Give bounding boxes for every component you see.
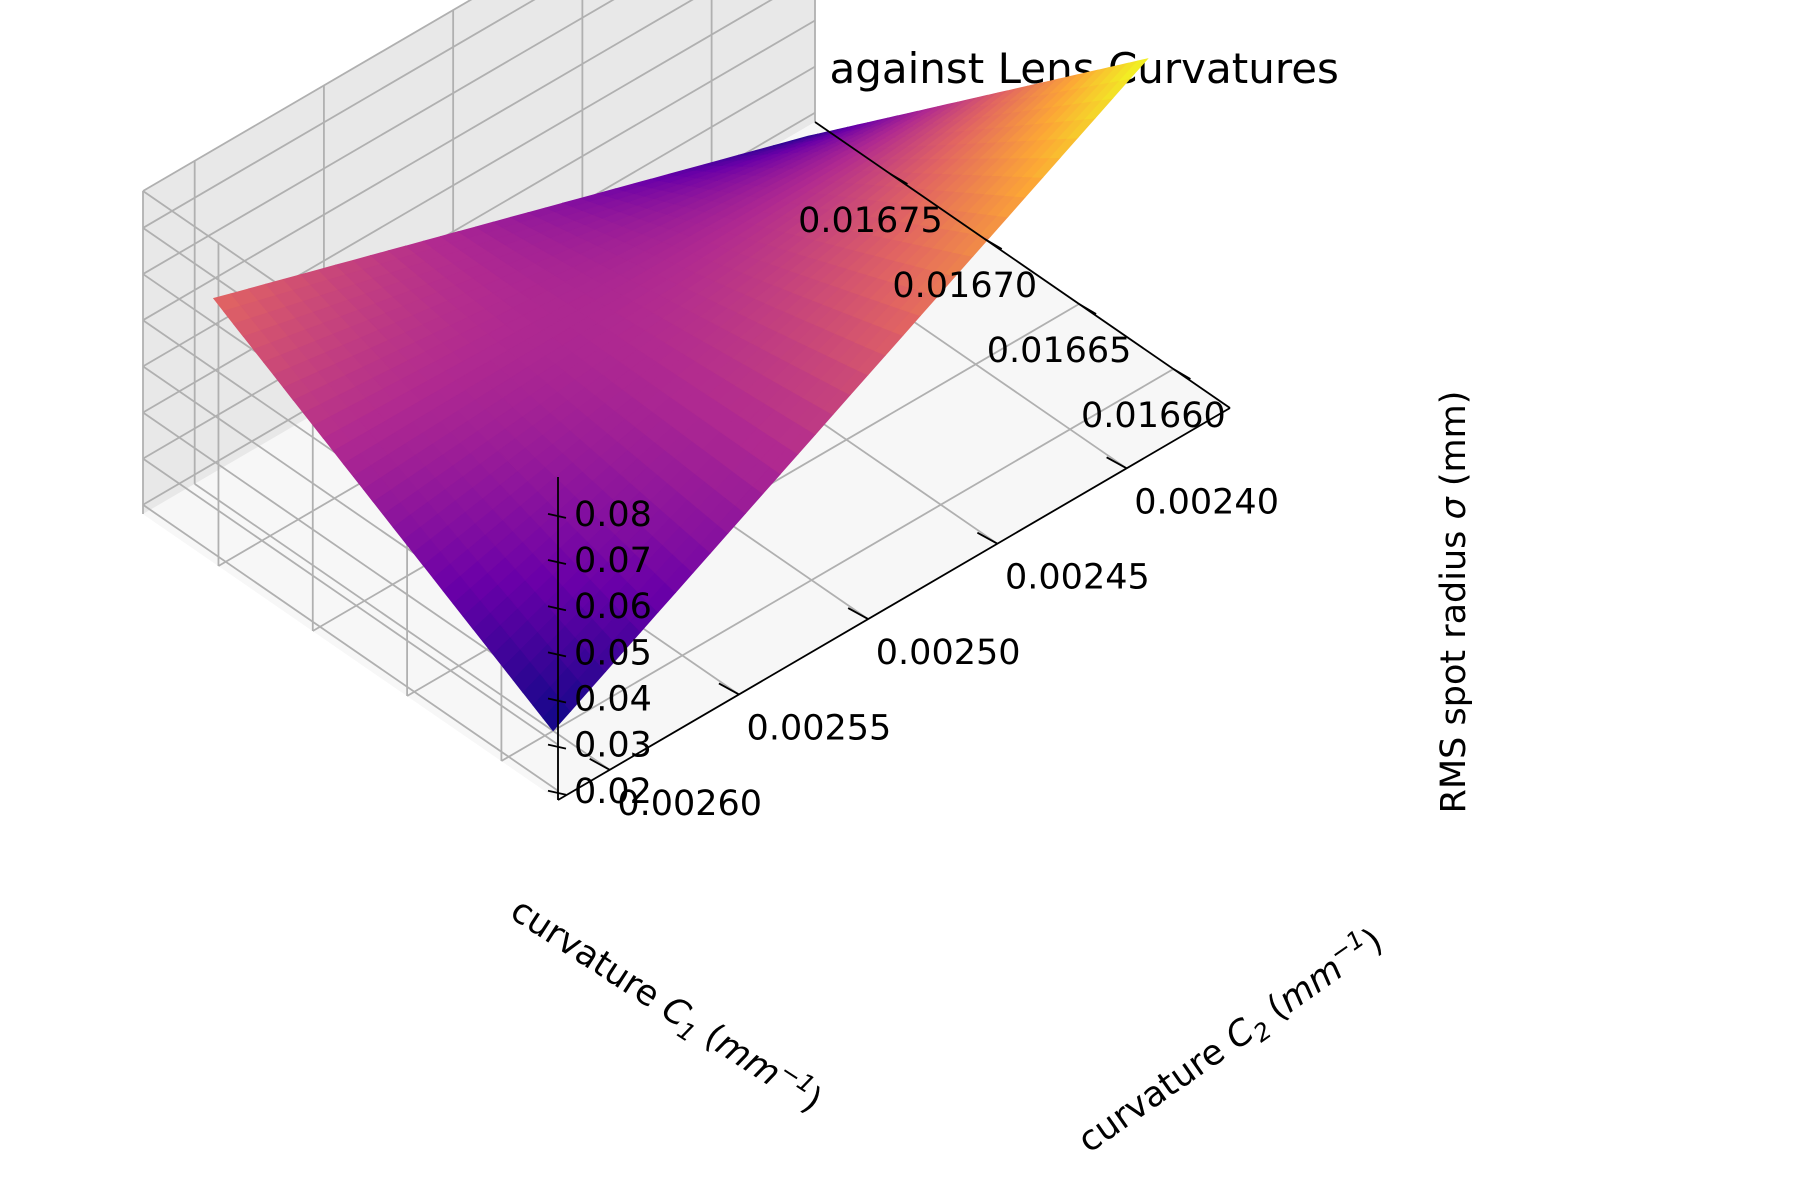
z-tick-mark — [547, 651, 567, 658]
surface-plot — [212, 58, 1149, 732]
grid-line-y-floor — [194, 483, 611, 771]
x-axis-line — [814, 121, 1231, 409]
axes — [547, 121, 1231, 801]
y-tick-label: 0.00250 — [876, 633, 1021, 673]
z-tick-label: 0.06 — [574, 587, 652, 627]
y-tick-label: 0.00240 — [1134, 482, 1279, 522]
grid-line-z-right — [142, 0, 694, 321]
z-tick-label: 0.05 — [574, 633, 652, 673]
z-tick-mark — [547, 513, 567, 519]
y-tick-mark — [976, 531, 998, 545]
z-tick-label: 0.02 — [574, 772, 652, 812]
grid-line-z-left — [142, 504, 559, 792]
z-tick-label: 0.03 — [574, 726, 652, 766]
y-tick-mark — [1106, 456, 1128, 470]
y-tick-label: 0.00260 — [617, 784, 762, 824]
z-tick-label: 0.04 — [574, 679, 652, 719]
grid-line-z-left — [142, 457, 559, 746]
x-tick-label: 0.01675 — [798, 201, 943, 241]
x-tick-mark — [984, 238, 1003, 250]
y-tick-mark — [589, 758, 611, 771]
y-tick-mark — [718, 682, 740, 696]
x-tick-label: 0.01665 — [987, 331, 1132, 371]
y-tick-mark — [847, 607, 869, 620]
pane-edge — [142, 0, 473, 192]
surface-patch — [1119, 58, 1149, 82]
z-axis-label: RMS spot radius σ (mm) — [1434, 391, 1474, 814]
z-tick-mark — [547, 743, 567, 750]
z-tick-mark — [547, 697, 567, 704]
tick-labels: 0.01660 0.01665 0.01670 0.01675 0.00240 0.002… — [574, 201, 1279, 824]
y-axis-label: curvature C2 (mm−1) — [1068, 917, 1393, 1166]
y-axis-line — [557, 407, 1231, 801]
grid-line-z-left — [142, 411, 559, 700]
z-tick-label: 0.08 — [574, 495, 652, 535]
x-tick-label: 0.01670 — [892, 266, 1037, 306]
y-tick-label: 0.00245 — [1005, 558, 1150, 598]
z-tick-mark — [547, 789, 567, 796]
grid-line-z-right — [142, 0, 536, 229]
x-tick-mark — [1078, 303, 1097, 315]
grid-line-z-right — [142, 0, 615, 275]
y-tick-label: 0.00255 — [747, 708, 892, 748]
x-tick-label: 0.01660 — [1081, 396, 1226, 436]
x-axis-label: curvature C1 (mm−1) — [501, 886, 832, 1125]
x-tick-mark — [1172, 368, 1191, 380]
x-tick-mark — [889, 173, 908, 185]
grid-line-x-floor — [500, 368, 1174, 762]
z-tick-label: 0.07 — [574, 541, 652, 581]
z-tick-mark — [547, 559, 567, 565]
z-tick-mark — [547, 605, 567, 612]
